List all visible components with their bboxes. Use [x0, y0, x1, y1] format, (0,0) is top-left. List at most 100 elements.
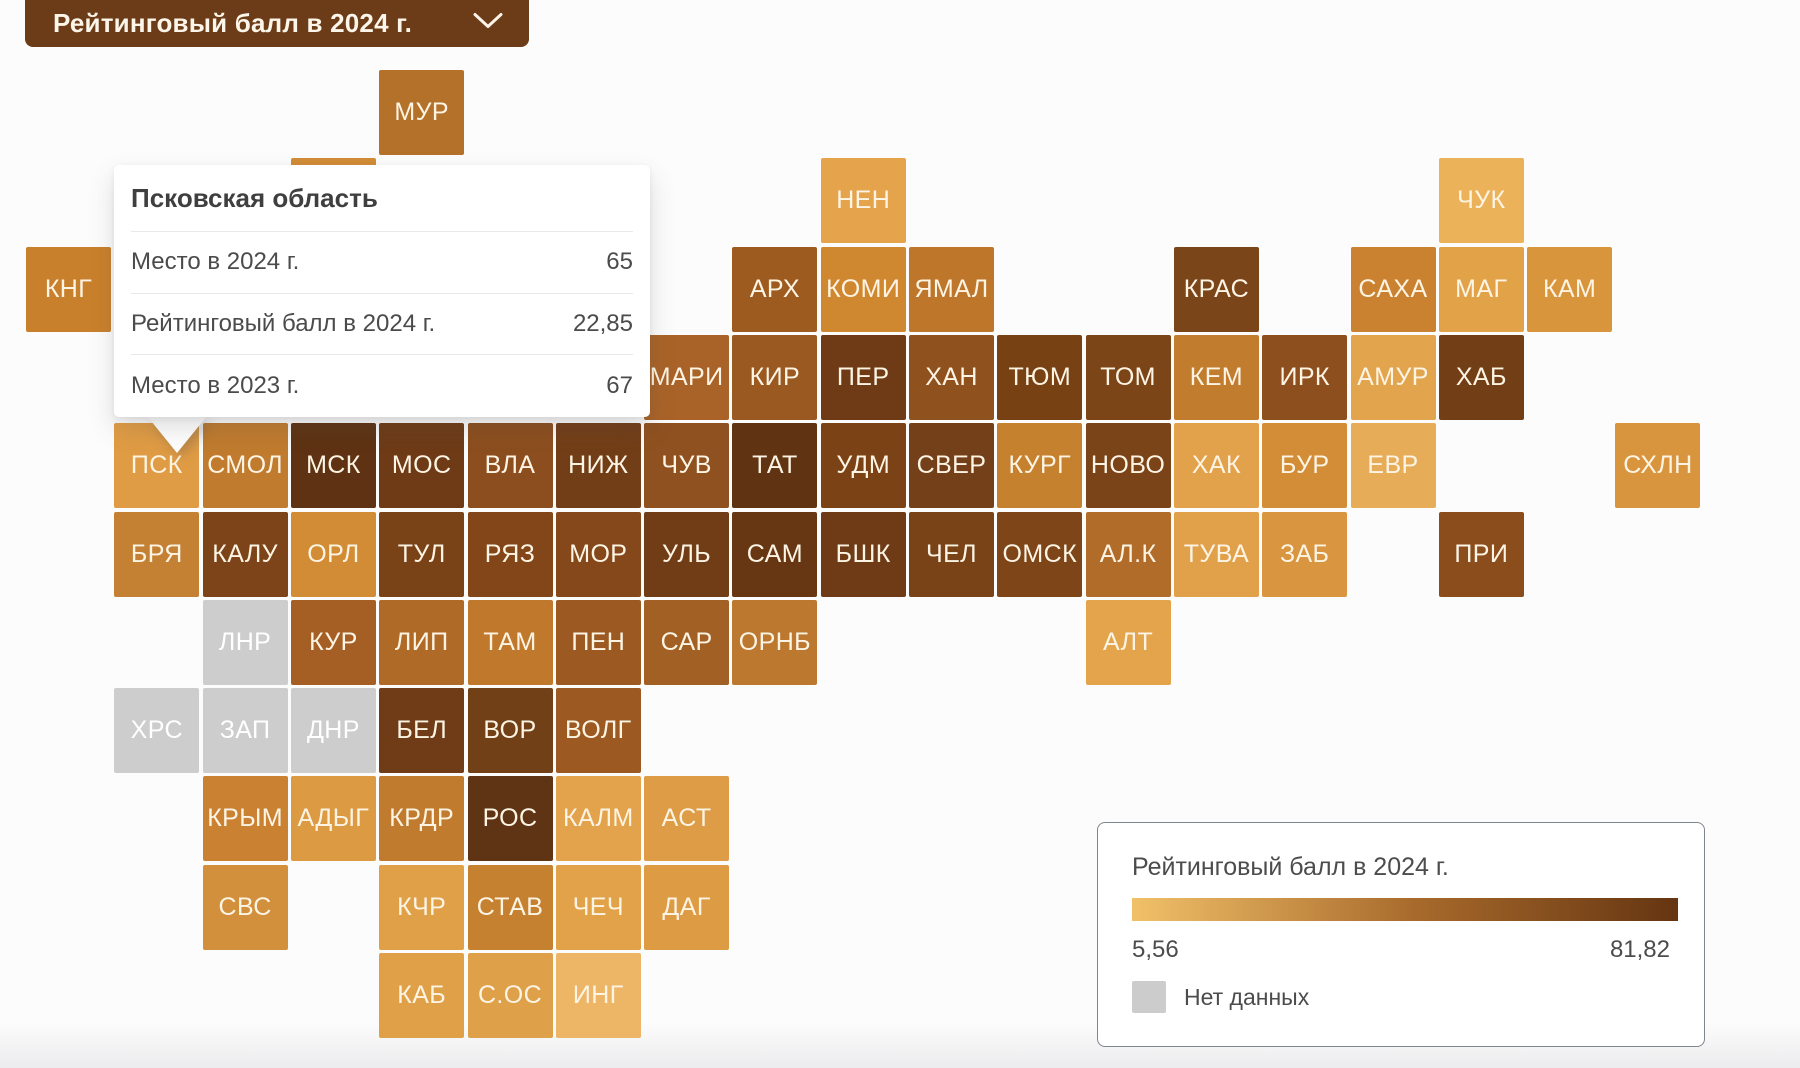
map-tile-ДНР[interactable]: ДНР — [290, 688, 376, 774]
map-tile-ВОР[interactable]: ВОР — [467, 688, 553, 774]
map-tile-МАРИ[interactable]: МАРИ — [644, 334, 730, 420]
map-tile-ТУВА[interactable]: ТУВА — [1173, 511, 1259, 597]
map-tile-КИР[interactable]: КИР — [732, 334, 818, 420]
map-tile-label: ВОЛГ — [565, 716, 632, 745]
map-tile-АДЫГ[interactable]: АДЫГ — [290, 776, 376, 862]
map-tile-МСК[interactable]: МСК — [290, 423, 376, 509]
map-tile-label: КАЛУ — [212, 539, 278, 568]
map-tile-КАМ[interactable]: КАМ — [1527, 246, 1613, 332]
map-tile-ЧЕЛ[interactable]: ЧЕЛ — [909, 511, 994, 597]
map-tile-КНГ[interactable]: КНГ — [26, 246, 111, 332]
map-tile-ИНГ[interactable]: ИНГ — [555, 953, 641, 1038]
map-tile-АМУР[interactable]: АМУР — [1350, 334, 1436, 420]
map-tile-МОС[interactable]: МОС — [379, 423, 465, 509]
tooltip-row-label: Место в 2023 г. — [131, 371, 300, 399]
map-tile-САХА[interactable]: САХА — [1350, 246, 1436, 332]
map-tile-ИРК[interactable]: ИРК — [1262, 334, 1348, 420]
map-tile-ХАБ[interactable]: ХАБ — [1438, 334, 1524, 420]
legend-no-data-swatch — [1132, 981, 1166, 1013]
map-tile-КУРГ[interactable]: КУРГ — [997, 423, 1083, 509]
map-tile-ХРС[interactable]: ХРС — [114, 688, 200, 774]
map-tile-КАБ[interactable]: КАБ — [379, 953, 465, 1038]
map-tile-КУР[interactable]: КУР — [290, 599, 376, 685]
map-tile-ОМСК[interactable]: ОМСК — [997, 511, 1083, 597]
tooltip-row-place-2023: Место в 2023 г. 67 — [131, 355, 633, 417]
map-tile-САМ[interactable]: САМ — [732, 511, 818, 597]
map-tile-ПЕР[interactable]: ПЕР — [820, 334, 906, 420]
map-tile-УДМ[interactable]: УДМ — [820, 423, 906, 509]
map-tile-МАГ[interactable]: МАГ — [1438, 246, 1524, 332]
map-tile-СТАВ[interactable]: СТАВ — [467, 864, 553, 950]
map-tile-ЯМАЛ[interactable]: ЯМАЛ — [909, 246, 994, 332]
map-tile-НОВО[interactable]: НОВО — [1085, 423, 1171, 509]
map-tile-БШК[interactable]: БШК — [820, 511, 906, 597]
map-tile-НИЖ[interactable]: НИЖ — [555, 423, 641, 509]
map-tile-СВС[interactable]: СВС — [202, 864, 288, 950]
map-tile-label: ДНР — [306, 716, 360, 745]
map-tile-ОРНБ[interactable]: ОРНБ — [732, 599, 818, 685]
map-tile-С.ОС[interactable]: С.ОС — [467, 953, 553, 1038]
map-tile-ЧУВ[interactable]: ЧУВ — [644, 423, 730, 509]
map-tile-ВЛА[interactable]: ВЛА — [467, 423, 553, 509]
map-tile-ХАК[interactable]: ХАК — [1173, 423, 1259, 509]
map-tile-ТАМ[interactable]: ТАМ — [467, 599, 553, 685]
map-tile-ОРЛ[interactable]: ОРЛ — [290, 511, 376, 597]
map-tile-ЛИП[interactable]: ЛИП — [379, 599, 465, 685]
map-tile-ДАГ[interactable]: ДАГ — [644, 864, 730, 950]
map-tile-КАЛМ[interactable]: КАЛМ — [555, 776, 641, 862]
map-tile-БУР[interactable]: БУР — [1262, 423, 1348, 509]
map-tile-РЯЗ[interactable]: РЯЗ — [467, 511, 553, 597]
map-tile-label: ЛИП — [394, 627, 449, 656]
map-tile-КАЛУ[interactable]: КАЛУ — [202, 511, 288, 597]
map-tile-label: НИЖ — [568, 451, 629, 480]
map-tile-ТАТ[interactable]: ТАТ — [732, 423, 818, 509]
map-tile-ТУЛ[interactable]: ТУЛ — [379, 511, 465, 597]
map-tile-label: ПЕР — [836, 362, 890, 391]
map-tile-БЕЛ[interactable]: БЕЛ — [379, 688, 465, 774]
map-tile-label: КАМ — [1542, 274, 1597, 303]
map-tile-ЧЕЧ[interactable]: ЧЕЧ — [555, 864, 641, 950]
map-tile-КРЫМ[interactable]: КРЫМ — [202, 776, 288, 862]
map-tile-ЗАБ[interactable]: ЗАБ — [1262, 511, 1348, 597]
map-tile-ЕВР[interactable]: ЕВР — [1350, 423, 1436, 509]
map-tile-КЧР[interactable]: КЧР — [379, 864, 465, 950]
map-tile-label: АСТ — [661, 804, 712, 833]
tooltip-region-title: Псковская область — [131, 165, 633, 232]
map-tile-ЧУК[interactable]: ЧУК — [1438, 158, 1524, 244]
map-tile-БРЯ[interactable]: БРЯ — [114, 511, 200, 597]
map-tile-ЛНР[interactable]: ЛНР — [202, 599, 288, 685]
tooltip-row-label: Рейтинговый балл в 2024 г. — [131, 309, 436, 337]
metric-dropdown[interactable]: Рейтинговый балл в 2024 г. — [25, 0, 529, 47]
map-tile-МОР[interactable]: МОР — [555, 511, 641, 597]
map-tile-РОС[interactable]: РОС — [467, 776, 553, 862]
map-tile-КРАС[interactable]: КРАС — [1173, 246, 1259, 332]
map-tile-ТОМ[interactable]: ТОМ — [1085, 334, 1171, 420]
map-tile-АЛТ[interactable]: АЛТ — [1085, 599, 1171, 685]
map-tile-ХАН[interactable]: ХАН — [909, 334, 994, 420]
map-tile-ПРИ[interactable]: ПРИ — [1438, 511, 1524, 597]
map-tile-СМОЛ[interactable]: СМОЛ — [202, 423, 288, 509]
map-tile-НЕН[interactable]: НЕН — [820, 158, 906, 244]
map-tile-САР[interactable]: САР — [644, 599, 730, 685]
map-tile-ПЕН[interactable]: ПЕН — [555, 599, 641, 685]
map-tile-label: МУР — [394, 98, 449, 126]
map-tile-label: ВОР — [483, 716, 537, 745]
map-tile-АСТ[interactable]: АСТ — [644, 776, 730, 862]
map-tile-МУР[interactable]: МУР — [379, 70, 465, 155]
map-tile-ЗАП[interactable]: ЗАП — [202, 688, 288, 774]
map-tile-label: САМ — [746, 539, 803, 568]
map-tile-label: КАЛМ — [562, 804, 634, 833]
map-tile-КЕМ[interactable]: КЕМ — [1173, 334, 1259, 420]
map-tile-СВЕР[interactable]: СВЕР — [909, 423, 994, 509]
map-tile-ТЮМ[interactable]: ТЮМ — [997, 334, 1083, 420]
map-tile-СХЛН[interactable]: СХЛН — [1615, 423, 1701, 509]
map-tile-АРХ[interactable]: АРХ — [732, 246, 818, 332]
map-tile-label: ВЛА — [484, 451, 536, 480]
map-tile-АЛ.К[interactable]: АЛ.К — [1085, 511, 1171, 597]
map-tile-КОМИ[interactable]: КОМИ — [820, 246, 906, 332]
map-tile-КРДР[interactable]: КРДР — [379, 776, 465, 862]
map-tile-label: ТУВА — [1183, 539, 1250, 568]
map-tile-ВОЛГ[interactable]: ВОЛГ — [555, 688, 641, 774]
map-tile-УЛЬ[interactable]: УЛЬ — [644, 511, 730, 597]
legend-max-value: 81,82 — [1609, 936, 1670, 963]
